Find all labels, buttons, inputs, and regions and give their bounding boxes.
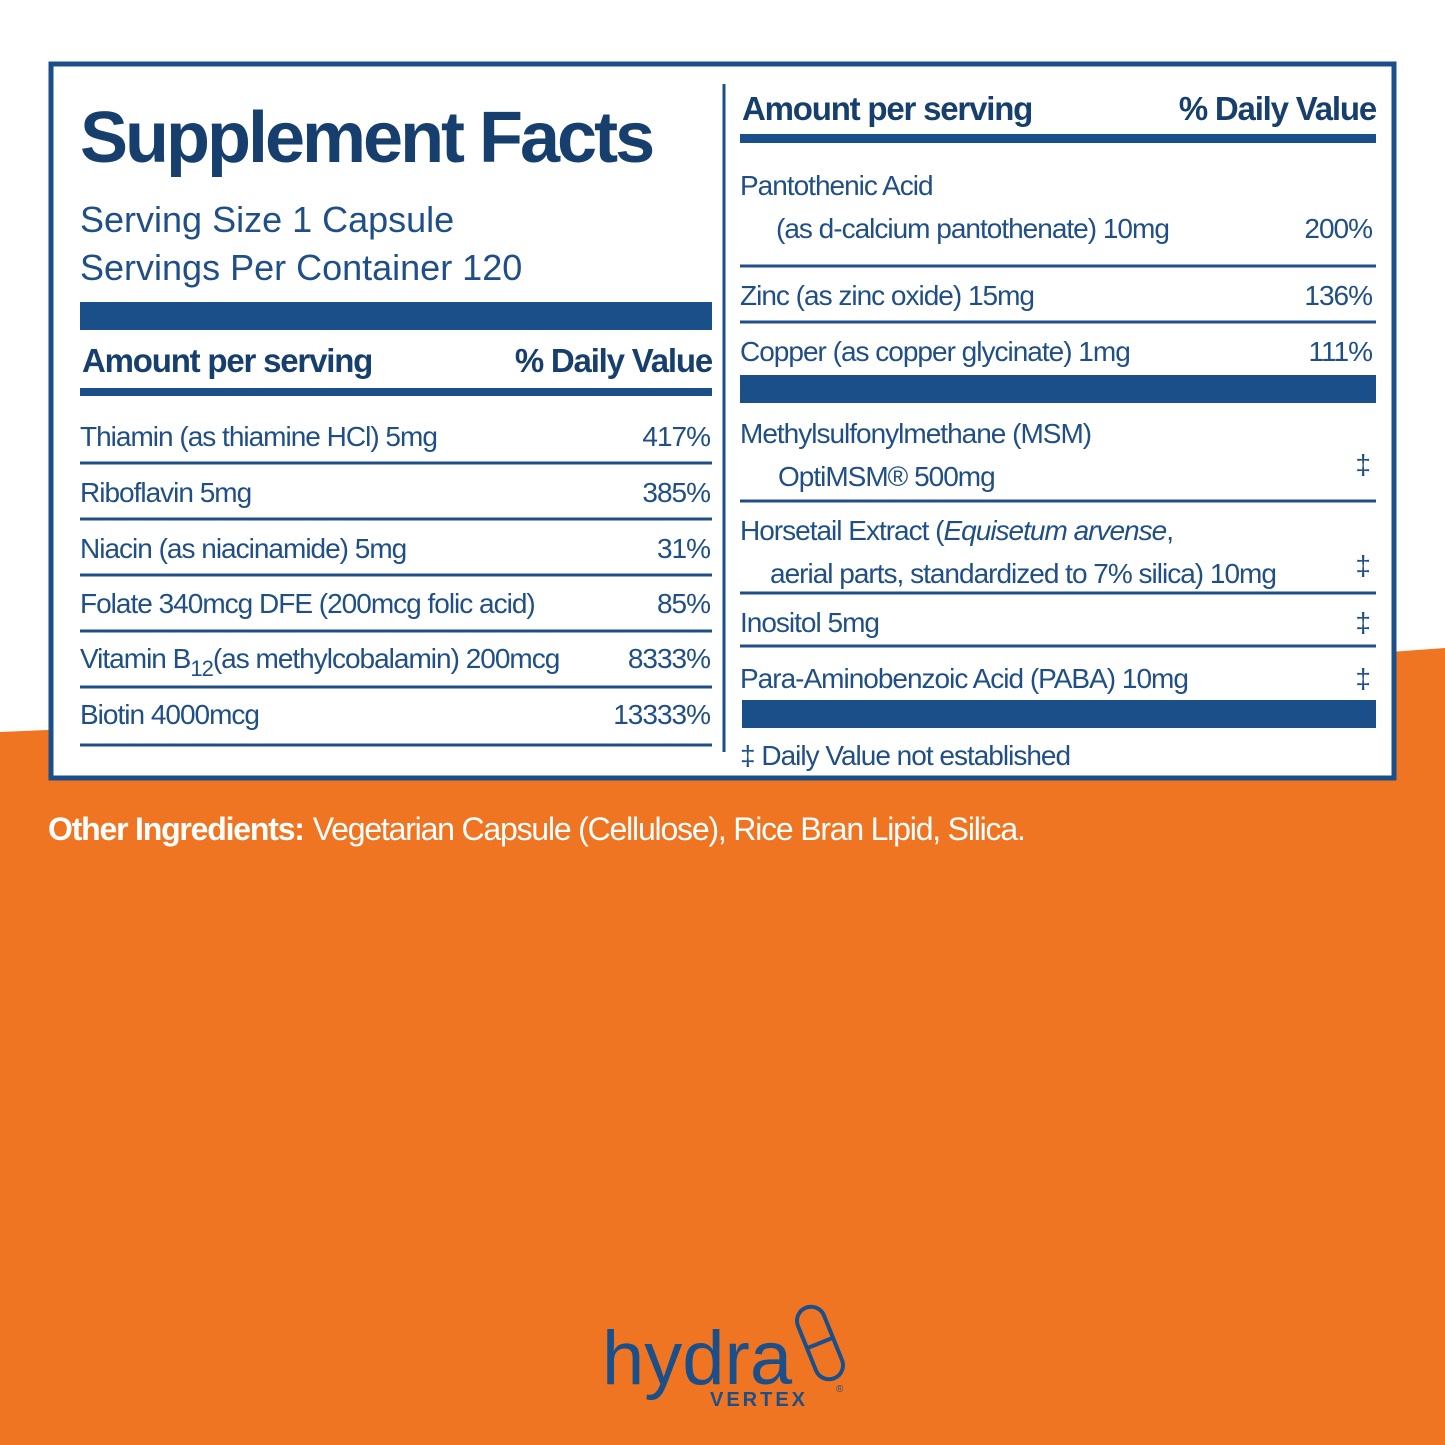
footnote: ‡ Daily Value not established xyxy=(740,740,1070,771)
name-end: , xyxy=(1166,515,1173,546)
name-start: Horsetail Extract ( xyxy=(740,515,945,546)
daily-value: ‡ xyxy=(1355,449,1370,480)
logo-mark: ® xyxy=(836,1384,844,1395)
daily-value: 111% xyxy=(1309,336,1373,367)
nutrient-name: Thiamin (as thiamine HCl) 5mg xyxy=(80,421,437,452)
nutrient-name: Folate 340mcg DFE (200mcg folic acid) xyxy=(80,588,535,619)
nutrient-name: Biotin 4000mcg xyxy=(80,699,259,730)
daily-value: 31% xyxy=(657,533,710,564)
nutrient-detail: (as d-calcium pantothenate) 10mg xyxy=(776,213,1169,244)
logo-word: hydra xyxy=(602,1316,793,1401)
other-ingredients-text: Vegetarian Capsule (Cellulose), Rice Bra… xyxy=(313,811,1025,847)
daily-value: 417% xyxy=(642,421,710,452)
name-end: (as methylcobalamin) 200mcg xyxy=(213,643,560,674)
daily-value: 8333% xyxy=(628,643,710,674)
nutrient-detail: aerial parts, standardized to 7% silica)… xyxy=(770,558,1276,589)
thick-bar xyxy=(80,302,712,330)
daily-value: 13333% xyxy=(613,699,710,730)
header-daily-value: % Daily Value xyxy=(1179,90,1377,127)
daily-value: 200% xyxy=(1304,213,1372,244)
daily-value: 385% xyxy=(642,477,710,508)
nutrient-name: Zinc (as zinc oxide) 15mg xyxy=(740,280,1034,311)
other-ingredients: Other Ingredients: Vegetarian Capsule (Ce… xyxy=(48,811,1025,847)
nutrient-name: Niacin (as niacinamide) 5mg xyxy=(80,533,406,564)
pill-seam xyxy=(806,1335,834,1351)
nutrient-name: Inositol 5mg xyxy=(740,607,879,638)
header-rule xyxy=(80,388,712,396)
logo-sub: VERTEX xyxy=(710,1389,808,1411)
servings-per-container: Servings Per Container 120 xyxy=(80,247,522,288)
thick-bar xyxy=(742,700,1376,728)
header-amount: Amount per serving xyxy=(82,342,372,379)
orange-background xyxy=(0,648,1445,1445)
daily-value: 136% xyxy=(1304,280,1372,311)
header-rule xyxy=(740,134,1376,143)
thick-bar xyxy=(740,375,1376,403)
title: Supplement Facts xyxy=(80,98,653,178)
daily-value: ‡ xyxy=(1355,550,1370,581)
daily-value: ‡ xyxy=(1355,607,1370,638)
nutrient-name: Copper (as copper glycinate) 1mg xyxy=(740,336,1130,367)
other-ingredients-label: Other Ingredients: xyxy=(48,811,304,847)
nutrient-name: Methylsulfonylmethane (MSM) xyxy=(740,418,1091,449)
nutrient-name: Vitamin B12(as methylcobalamin) 200mcg xyxy=(80,643,559,681)
daily-value: ‡ xyxy=(1355,663,1370,694)
subscript: 12 xyxy=(190,656,213,681)
serving-size: Serving Size 1 Capsule xyxy=(80,199,454,240)
latin-name: Equisetum arvense xyxy=(944,515,1167,546)
nutrient-name: Horsetail Extract (Equisetum arvense, xyxy=(740,515,1173,546)
nutrient-name: Riboflavin 5mg xyxy=(80,477,251,508)
name-start: Vitamin B xyxy=(80,643,191,674)
daily-value: 85% xyxy=(657,588,710,619)
header-daily-value: % Daily Value xyxy=(515,342,713,379)
nutrient-name: Pantothenic Acid xyxy=(740,170,933,201)
nutrient-name: Para-Aminobenzoic Acid (PABA) 10mg xyxy=(740,663,1188,694)
logo: hydra VERTEX ® xyxy=(602,1304,845,1411)
nutrient-detail: OptiMSM® 500mg xyxy=(778,461,995,492)
pill-icon xyxy=(795,1304,845,1382)
header-amount: Amount per serving xyxy=(742,90,1032,127)
